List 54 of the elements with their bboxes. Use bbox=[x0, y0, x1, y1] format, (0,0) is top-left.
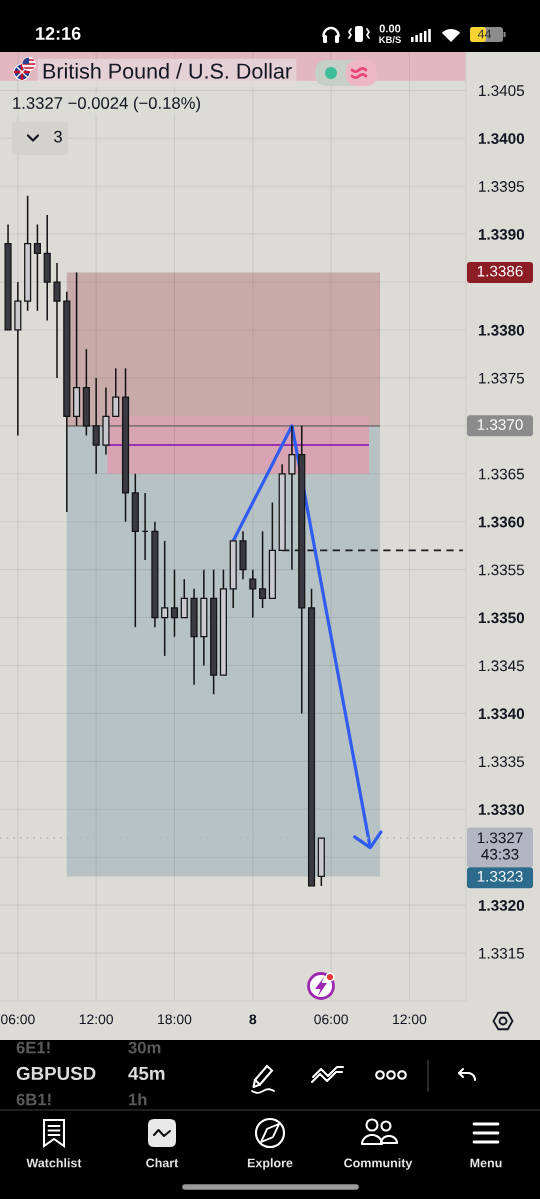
x-tick-label: 12:00 bbox=[79, 1014, 113, 1025]
x-tick-label: 8 bbox=[249, 1014, 257, 1025]
y-tick-label: 1.3355 bbox=[479, 564, 525, 576]
y-tick-label: 1.3345 bbox=[479, 660, 525, 672]
y-tick-label: 1.3380 bbox=[478, 324, 525, 336]
y-tick-label: 1.3405 bbox=[479, 85, 525, 97]
y-tick-label: 1.3360 bbox=[478, 516, 525, 528]
chart-title: British Pound / U.S. Dollar bbox=[43, 62, 292, 79]
text: KB/S bbox=[379, 36, 401, 44]
candlestick bbox=[259, 530, 267, 609]
candlestick bbox=[170, 568, 179, 638]
candlestick bbox=[33, 223, 41, 312]
text: 1h bbox=[129, 1093, 147, 1106]
text: 1.3386 bbox=[477, 265, 523, 277]
text: 44 bbox=[477, 29, 492, 39]
candlestick bbox=[112, 367, 120, 418]
y-tick-label: 1.3350 bbox=[478, 612, 525, 624]
candlestick bbox=[288, 425, 296, 571]
text: Chart bbox=[146, 1158, 179, 1168]
text: GBPUSD bbox=[16, 1066, 96, 1081]
text: Explore bbox=[247, 1158, 293, 1170]
x-tick-label: 18:00 bbox=[158, 1014, 192, 1025]
text: 6B1! bbox=[16, 1093, 51, 1106]
y-tick-label: 1.3375 bbox=[479, 372, 525, 384]
text: 0.00 bbox=[379, 24, 401, 33]
annotation: 3 bbox=[54, 130, 62, 143]
y-tick-label: 1.3365 bbox=[479, 468, 525, 480]
ref-line-label: 1.3327 43:33 bbox=[477, 832, 523, 860]
x-tick-label: 12:00 bbox=[393, 1014, 427, 1025]
candlestick bbox=[53, 262, 61, 379]
y-tick-label: 1.3315 bbox=[479, 947, 525, 959]
candlestick bbox=[249, 568, 257, 619]
x-tick-label: 06:00 bbox=[314, 1014, 348, 1025]
text: 30m bbox=[128, 1041, 161, 1054]
candlestick bbox=[92, 377, 100, 475]
y-tick-label: 1.3340 bbox=[478, 708, 525, 720]
y-tick-label: 1.3390 bbox=[478, 229, 525, 240]
y-tick-label: 1.3320 bbox=[478, 900, 525, 911]
text: Community bbox=[344, 1158, 413, 1170]
y-tick-label: 1.3395 bbox=[479, 181, 525, 192]
candlestick bbox=[180, 578, 188, 619]
text: 45m bbox=[128, 1066, 165, 1081]
text: Watchlist bbox=[26, 1158, 82, 1168]
text: 12:16 bbox=[36, 27, 81, 40]
text: 1.3323 bbox=[477, 870, 523, 882]
text: 1.3370 bbox=[477, 419, 523, 430]
y-tick-label: 1.3335 bbox=[479, 756, 525, 768]
text: 1.3327 −0.0024 (−0.18%) bbox=[13, 96, 200, 113]
text: 6E1! bbox=[16, 1041, 50, 1054]
text: Menu bbox=[470, 1158, 502, 1168]
candlestick bbox=[161, 540, 169, 657]
y-tick-label: 1.3330 bbox=[478, 804, 525, 815]
x-tick-label: 06:00 bbox=[1, 1014, 35, 1025]
y-tick-label: 1.3400 bbox=[478, 133, 525, 144]
